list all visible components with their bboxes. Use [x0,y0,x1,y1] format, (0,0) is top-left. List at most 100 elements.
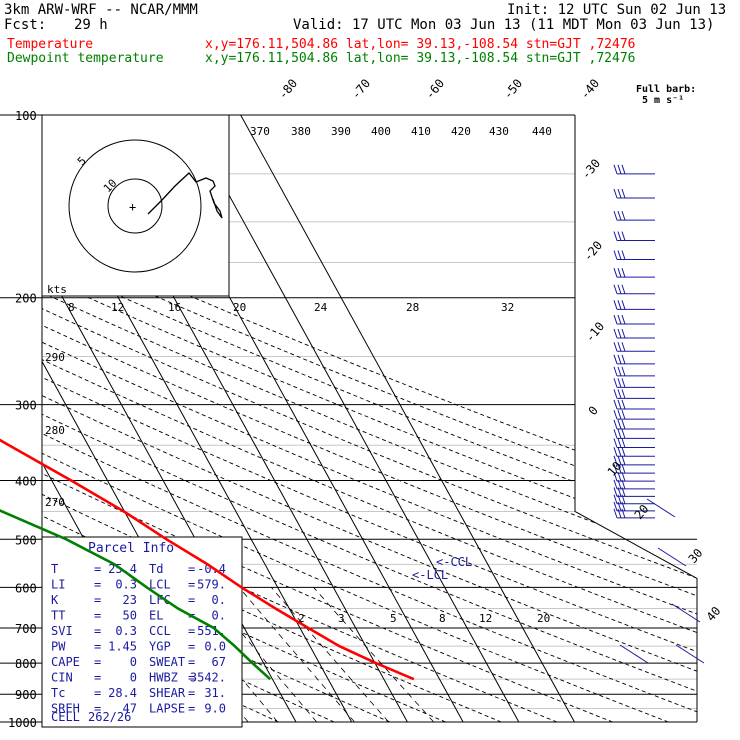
parcel-label-td: Td [149,562,163,576]
wind-barb-flag [621,231,626,241]
parcel-equals: = [94,640,101,654]
parcel-label-pw: PW [51,640,66,654]
wind-barb-flag [617,366,622,377]
theta-label-280: 280 [45,424,65,437]
init-time: Init: 12 UTC Sun 02 Jun 13 [507,2,726,18]
wind-barb-flag [621,314,626,325]
wind-speed-label-32: 32 [501,301,514,314]
wind-barb-flag [621,378,626,388]
parcel-value-sreh: 47 [123,702,137,716]
dry-adiabat-390 [42,115,697,722]
wind-barb-lower [646,498,676,518]
parcel-equals: = [94,702,101,716]
lcl-marker: <-LCL [412,568,448,582]
wind-barb-flag [621,164,626,174]
pressure-label-700: 700 [15,622,37,636]
parcel-equals: = [94,562,101,576]
pressure-label-300: 300 [15,399,37,413]
parcel-value-sweat: 67 [212,655,226,669]
wind-barb-flag [617,447,622,457]
isotherm-50 [240,115,575,722]
pressure-label-900: 900 [15,688,37,702]
theta-label-410: 410 [411,125,431,138]
wind-barb-flag [613,210,618,221]
parcel-equals: = [94,655,101,669]
isotherm-label-m30: -30 [579,156,604,182]
wind-barb-flag [613,389,618,399]
wind-barb-flag [613,508,618,519]
wind-barb-flag [621,389,626,399]
hodograph-center: + [129,200,136,214]
temperature-location: x,y=176.11,504.86 lat,lon= 39.13,-108.54… [205,37,635,52]
wind-barb-flag [621,342,626,352]
hodograph-ring-outer [68,139,202,273]
hodograph-ring-inner [107,178,163,234]
wind-speed-label-28: 28 [406,301,419,314]
parcel-value-tt: 50 [123,609,137,623]
wind-barb-flag [617,399,622,410]
parcel-equals: = [94,609,101,623]
mixing-ratio-line-3 [166,587,279,722]
wind-barb-flag [621,188,626,199]
parcel-value-ccl: 551. [197,624,226,638]
parcel-equals: = [94,624,101,638]
wind-speed-label-20: 20 [233,301,246,314]
wind-barb-flag [621,328,626,339]
dry-adiabat-360 [42,115,697,722]
mixing-ratio-label-5: 5 [390,612,397,625]
wind-barb-flag [617,378,622,388]
wind-speed-label-24: 24 [314,301,328,314]
barb-legend-line1: Full barb: [636,84,696,95]
pressure-label-100: 100 [15,109,37,123]
isotherm-label-m20: -20 [581,238,606,264]
isotherm-label-m10: -10 [583,319,608,345]
wind-barb-flag [613,231,618,241]
cell-label: CELL [51,710,80,724]
isotherm-label-10: 10 [605,459,625,479]
wind-barb-flag [613,479,618,490]
parcel-value-k: 23 [123,593,137,607]
wind-barb-flag [621,463,626,474]
wind-barb-flag [617,419,622,430]
wind-speed-label-16: 16 [168,301,181,314]
wind-barb-flag [617,300,622,310]
mixing-ratio-line-8 [238,587,355,722]
wind-barb-flag [621,300,626,310]
wind-barb-flag [617,284,622,294]
pressure-label-800: 800 [15,657,37,671]
parcel-value-svi: 0.3 [115,624,137,638]
theta-label-420: 420 [451,125,471,138]
wind-barb-flag [621,268,626,278]
temperature-profile [0,438,415,681]
wind-barb-flag [613,188,618,199]
parcel-equals: = [94,686,101,700]
wind-barb-flag [613,250,618,260]
dry-adiabat-430 [42,115,697,722]
wind-barb-lower [671,603,701,623]
parcel-equals: = [94,671,101,685]
forecast-label: Fcst: [4,17,46,33]
wind-barb-flag [613,284,618,294]
wind-barb-flag [621,354,626,364]
dewpoint-profile [0,509,272,681]
parcel-equals: = [188,702,195,716]
wind-barb-flag [613,366,618,377]
parcel-label-hwbz: HWBZ [149,671,178,685]
wind-barb-flag [617,471,622,482]
wind-barb-flag [613,409,618,420]
parcel-value-li: 0.3 [115,578,137,592]
parcel-value-pw: 1.45 [108,640,137,654]
wind-barb-flag [613,342,618,352]
pressure-label-1000: 1000 [8,716,37,730]
wind-barb-flag [613,354,618,364]
wind-barb-flag [621,479,626,490]
wind-barb-flag [617,487,622,497]
wind-barb-flag [613,494,618,504]
hodograph-units: kts [47,283,67,296]
parcel-label-ccl: CCL [149,624,171,638]
wind-barb-lower [619,644,649,664]
parcel-equals: = [188,671,195,685]
parcel-equals: = [188,655,195,669]
parcel-label-shear: SHEAR [149,686,186,700]
